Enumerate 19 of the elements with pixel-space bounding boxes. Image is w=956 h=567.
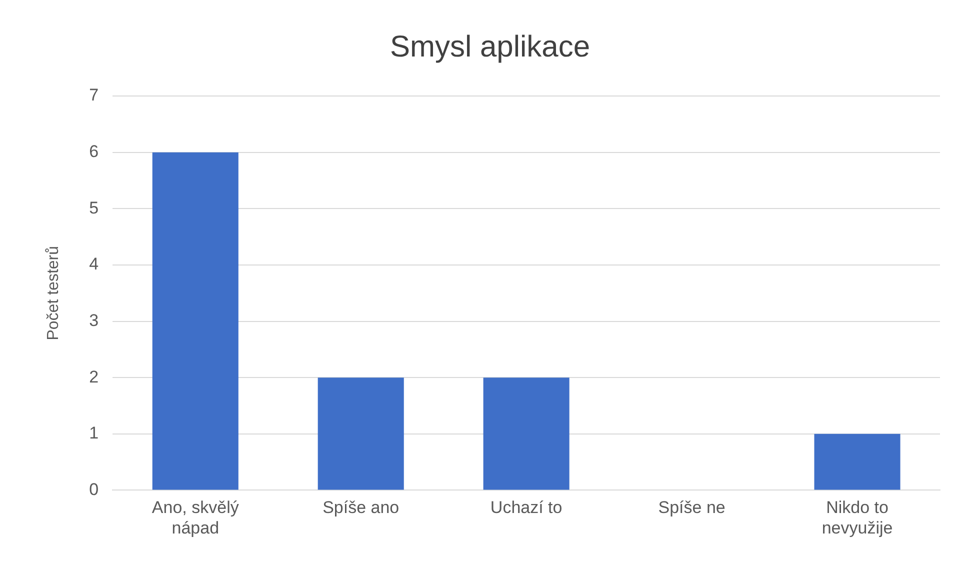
bar xyxy=(814,434,900,490)
x-tick-label: Ano, skvělý nápad xyxy=(152,498,240,538)
x-tick-label: Uchazí to xyxy=(490,498,562,518)
y-tick-label: 1 xyxy=(89,424,99,443)
y-tick-label: 2 xyxy=(89,367,99,386)
y-axis-title: Počet testerů xyxy=(45,246,62,340)
y-tick-label: 3 xyxy=(89,310,99,330)
y-tick-label: 4 xyxy=(89,254,99,274)
bar xyxy=(483,378,570,490)
y-tick-label: 6 xyxy=(89,142,99,161)
y-tick-label: 5 xyxy=(89,198,99,218)
y-tick-label: 0 xyxy=(89,480,99,499)
bar xyxy=(152,152,238,490)
x-tick-label: Spíše ano xyxy=(322,498,400,518)
x-tick-label: Nikdo to nevyužije xyxy=(822,498,893,538)
y-tick-label: 7 xyxy=(89,86,99,105)
chart-title: Smysl aplikace xyxy=(390,30,590,64)
x-tick-label: Spíše ne xyxy=(658,498,726,518)
bar xyxy=(318,378,404,490)
